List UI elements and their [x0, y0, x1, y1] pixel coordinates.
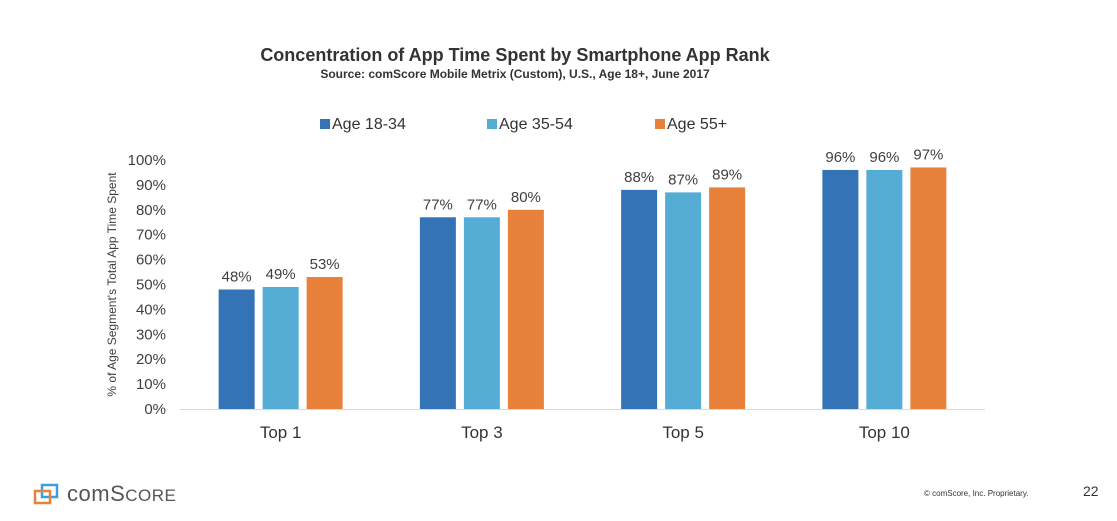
legend-label: Age 35-54 [499, 116, 573, 133]
bar-data-label: 96% [825, 149, 855, 166]
legend-label: Age 55+ [667, 116, 727, 133]
x-tick-label: Top 5 [662, 423, 704, 442]
bar-data-label: 96% [869, 149, 899, 166]
x-tick-label: Top 1 [260, 423, 302, 442]
y-axis: 0% 10% 20% 30% 40% 50% 60% 70% 80% 90% 100% % of Ag… [105, 152, 166, 418]
bar [621, 189, 658, 409]
x-tick-label: Top 10 [859, 423, 910, 442]
y-tick-label: 30% [136, 326, 166, 343]
bar [262, 286, 299, 409]
bar-data-label: 53% [310, 256, 340, 273]
bar-data-label: 49% [266, 266, 296, 283]
y-tick-label: 0% [144, 401, 166, 418]
y-tick-label: 40% [136, 301, 166, 318]
bar-data-label: 87% [668, 171, 698, 188]
y-tick-label: 80% [136, 202, 166, 219]
y-tick-label: 60% [136, 252, 166, 269]
bar-data-label: 97% [913, 146, 943, 163]
y-tick-label: 100% [128, 152, 166, 169]
legend: Age 18-34 Age 35-54 Age 55+ [320, 116, 727, 133]
x-tick-label: Top 3 [461, 423, 503, 442]
legend-swatch [655, 119, 665, 129]
bar-data-label: 88% [624, 169, 654, 186]
bar [910, 167, 947, 409]
y-tick-label: 20% [136, 351, 166, 368]
chart-title: Concentration of App Time Spent by Smart… [260, 45, 770, 65]
legend-swatch [320, 119, 330, 129]
bar [866, 169, 903, 409]
copyright-notice: © comScore, Inc. Proprietary. [924, 489, 1029, 498]
bar-data-label: 80% [511, 189, 541, 206]
legend-swatch [487, 119, 497, 129]
chart-subtitle: Source: comScore Mobile Metrix (Custom),… [320, 67, 710, 81]
bar [709, 187, 746, 409]
x-axis: Top 1 Top 3 Top 5 Top 10 [180, 409, 985, 442]
bar [665, 192, 702, 409]
bar-data-label: 77% [467, 196, 497, 213]
y-tick-label: 50% [136, 277, 166, 294]
bar-data-label: 89% [712, 166, 742, 183]
comscore-logo-icon [33, 483, 59, 505]
bar [306, 277, 343, 409]
legend-item: Age 55+ [655, 116, 727, 133]
legend-label: Age 18-34 [332, 116, 406, 133]
bars: 48% 49% 53% 77% 77% 80% 88% 87% 89% 96% 96% 97% [218, 146, 947, 409]
page-number: 22 [1083, 483, 1099, 499]
y-tick-label: 70% [136, 227, 166, 244]
comscore-logo-text: comSCORE [67, 481, 177, 506]
bar [218, 289, 255, 409]
bar [463, 217, 500, 409]
y-tick-label: 90% [136, 177, 166, 194]
y-axis-label: % of Age Segment's Total App Time Spent [105, 172, 119, 397]
legend-item: Age 35-54 [487, 116, 573, 133]
comscore-logo: comSCORE [33, 481, 176, 507]
bar-chart: Age 18-34 Age 35-54 Age 55+ 0% 10% 20% 30% 40%… [105, 116, 985, 442]
bar [822, 169, 859, 409]
bar [419, 217, 456, 409]
bar-data-label: 48% [222, 268, 252, 285]
y-tick-label: 10% [136, 376, 166, 393]
bar-data-label: 77% [423, 196, 453, 213]
bar [507, 209, 544, 409]
legend-item: Age 18-34 [320, 116, 406, 133]
